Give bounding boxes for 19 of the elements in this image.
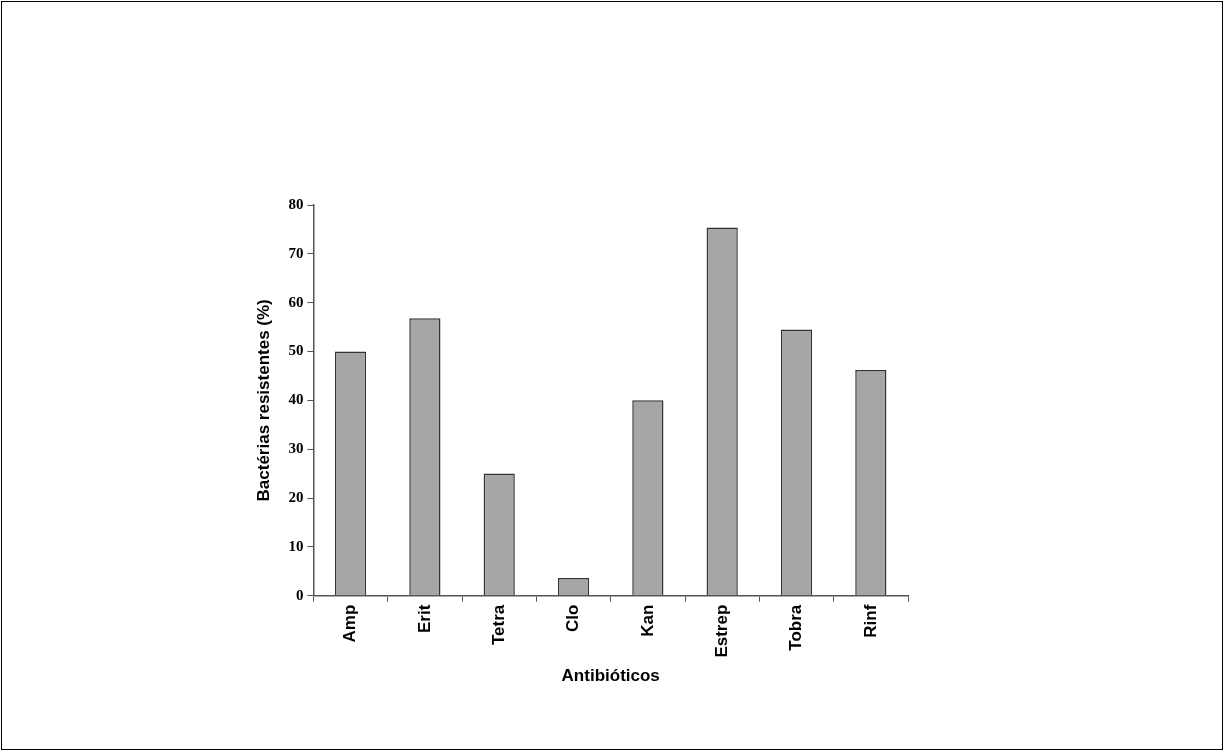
y-tick-label: 70 xyxy=(288,244,304,261)
y-tick-label: 40 xyxy=(288,391,304,408)
y-tick-label: 20 xyxy=(288,488,304,505)
y-tick-label: 60 xyxy=(288,293,304,310)
y-tick-label: 0 xyxy=(295,586,304,603)
y-tick-label: 50 xyxy=(288,342,304,359)
x-tick-label: Tetra xyxy=(488,604,508,645)
x-tick-label: Estrep xyxy=(711,604,731,658)
x-tick-label: Amp xyxy=(340,604,360,643)
x-axis-title: Antibióticos xyxy=(561,666,660,686)
y-axis-title: Bactérias resistentes (%) xyxy=(253,299,273,502)
y-tick-label: 30 xyxy=(288,440,304,457)
y-tick-label: 80 xyxy=(288,195,304,212)
x-tick-label: Tobra xyxy=(786,604,806,651)
x-tick-label: Erit xyxy=(414,604,434,634)
y-tick-label: 10 xyxy=(288,537,304,554)
x-tick-label: Kan xyxy=(637,604,657,637)
x-tick-label: Rinf xyxy=(860,604,880,638)
x-tick-label: Clo xyxy=(563,604,583,633)
